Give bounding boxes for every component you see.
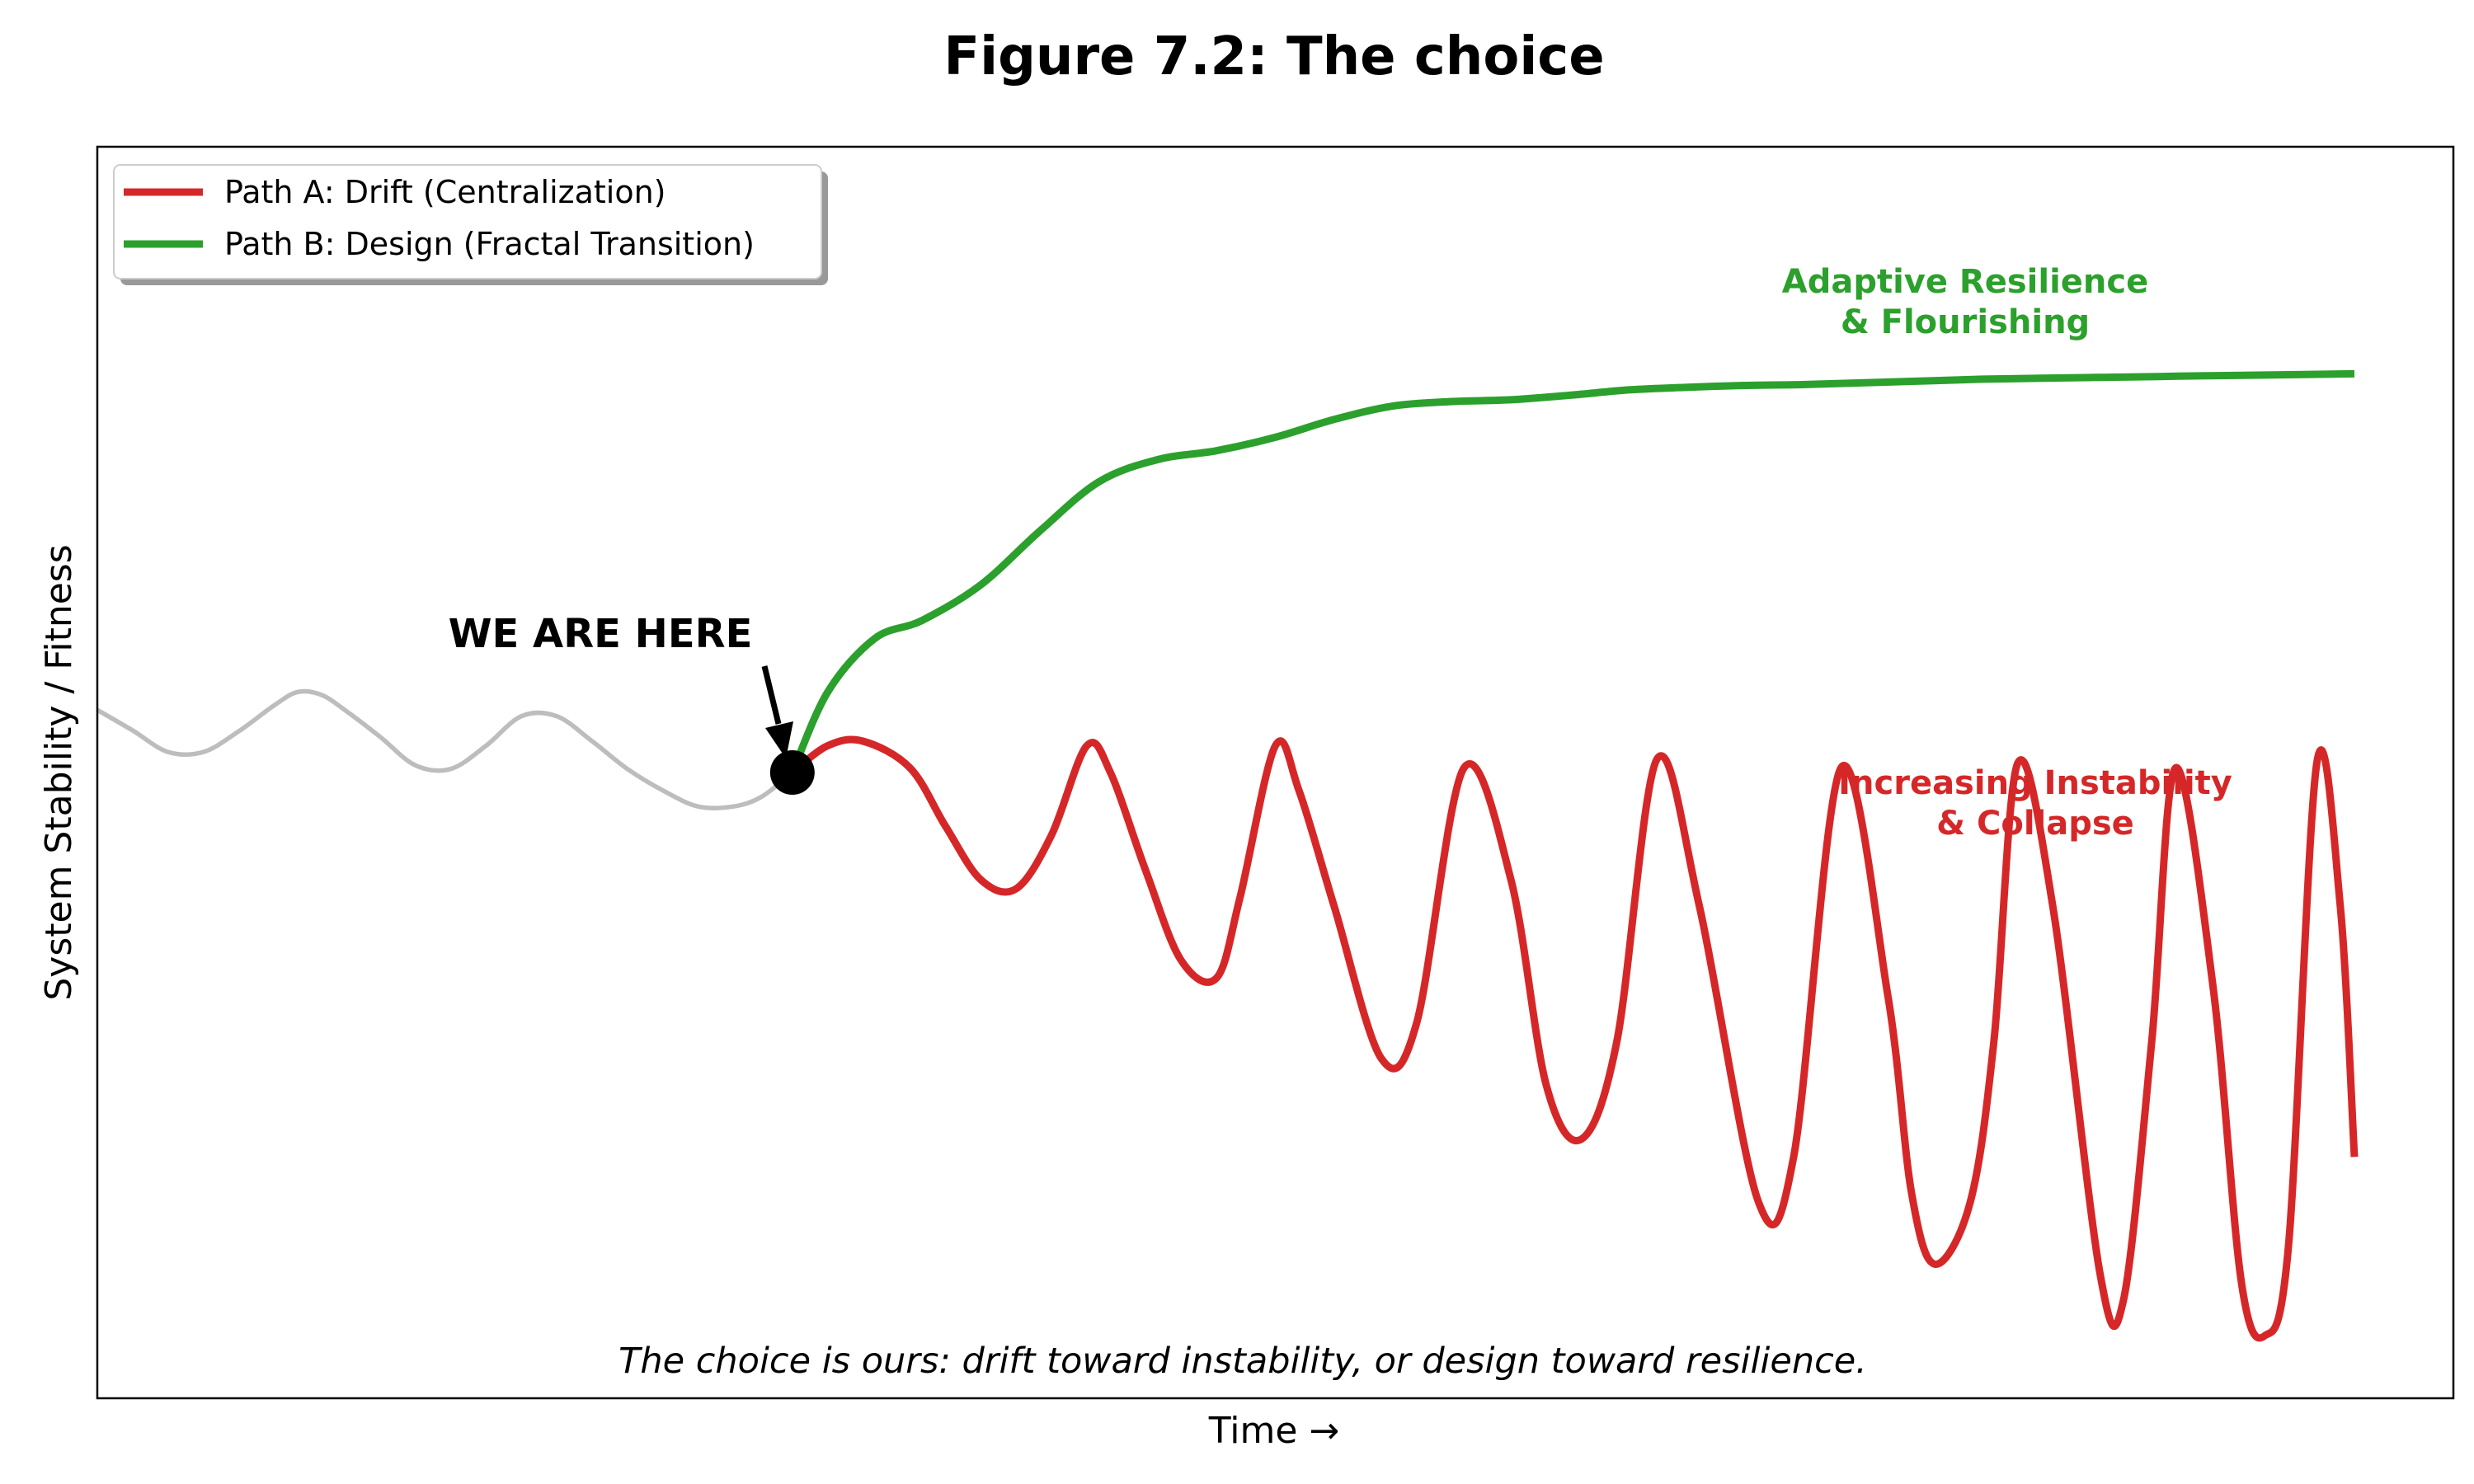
legend: Path A: Drift (Centralization) Path B: D… — [113, 164, 828, 285]
x-axis-label: Time → — [1208, 1410, 1340, 1452]
legend-label-path-b: Path B: Design (Fractal Transition) — [224, 226, 755, 262]
axes-frame — [96, 145, 2455, 1400]
y-axis-label: System Stability / Fitness — [38, 544, 80, 1000]
branch-point-marker — [769, 750, 815, 795]
series-history-line — [96, 688, 794, 810]
red-annotation-line1: Increasing Instability — [1838, 764, 2232, 802]
we-are-here-arrow-head — [765, 721, 793, 758]
red-annotation-line2: & Collapse — [1936, 805, 2134, 843]
we-are-here-arrow-shaft — [761, 665, 782, 725]
legend-box — [113, 164, 822, 279]
plot-area — [96, 369, 2359, 1342]
series-path-b-line — [788, 369, 2355, 774]
legend-label-path-a: Path A: Drift (Centralization) — [224, 174, 666, 210]
green-annotation-line1: Adaptive Resilience — [1782, 263, 2149, 301]
series-path-a-line — [789, 735, 2359, 1342]
chart-caption: The choice is ours: drift toward instabi… — [618, 1341, 1867, 1382]
we-are-here-label: WE ARE HERE — [449, 611, 753, 657]
chart-title: Figure 7.2: The choice — [943, 26, 1604, 87]
green-annotation-line2: & Flourishing — [1841, 303, 2090, 341]
